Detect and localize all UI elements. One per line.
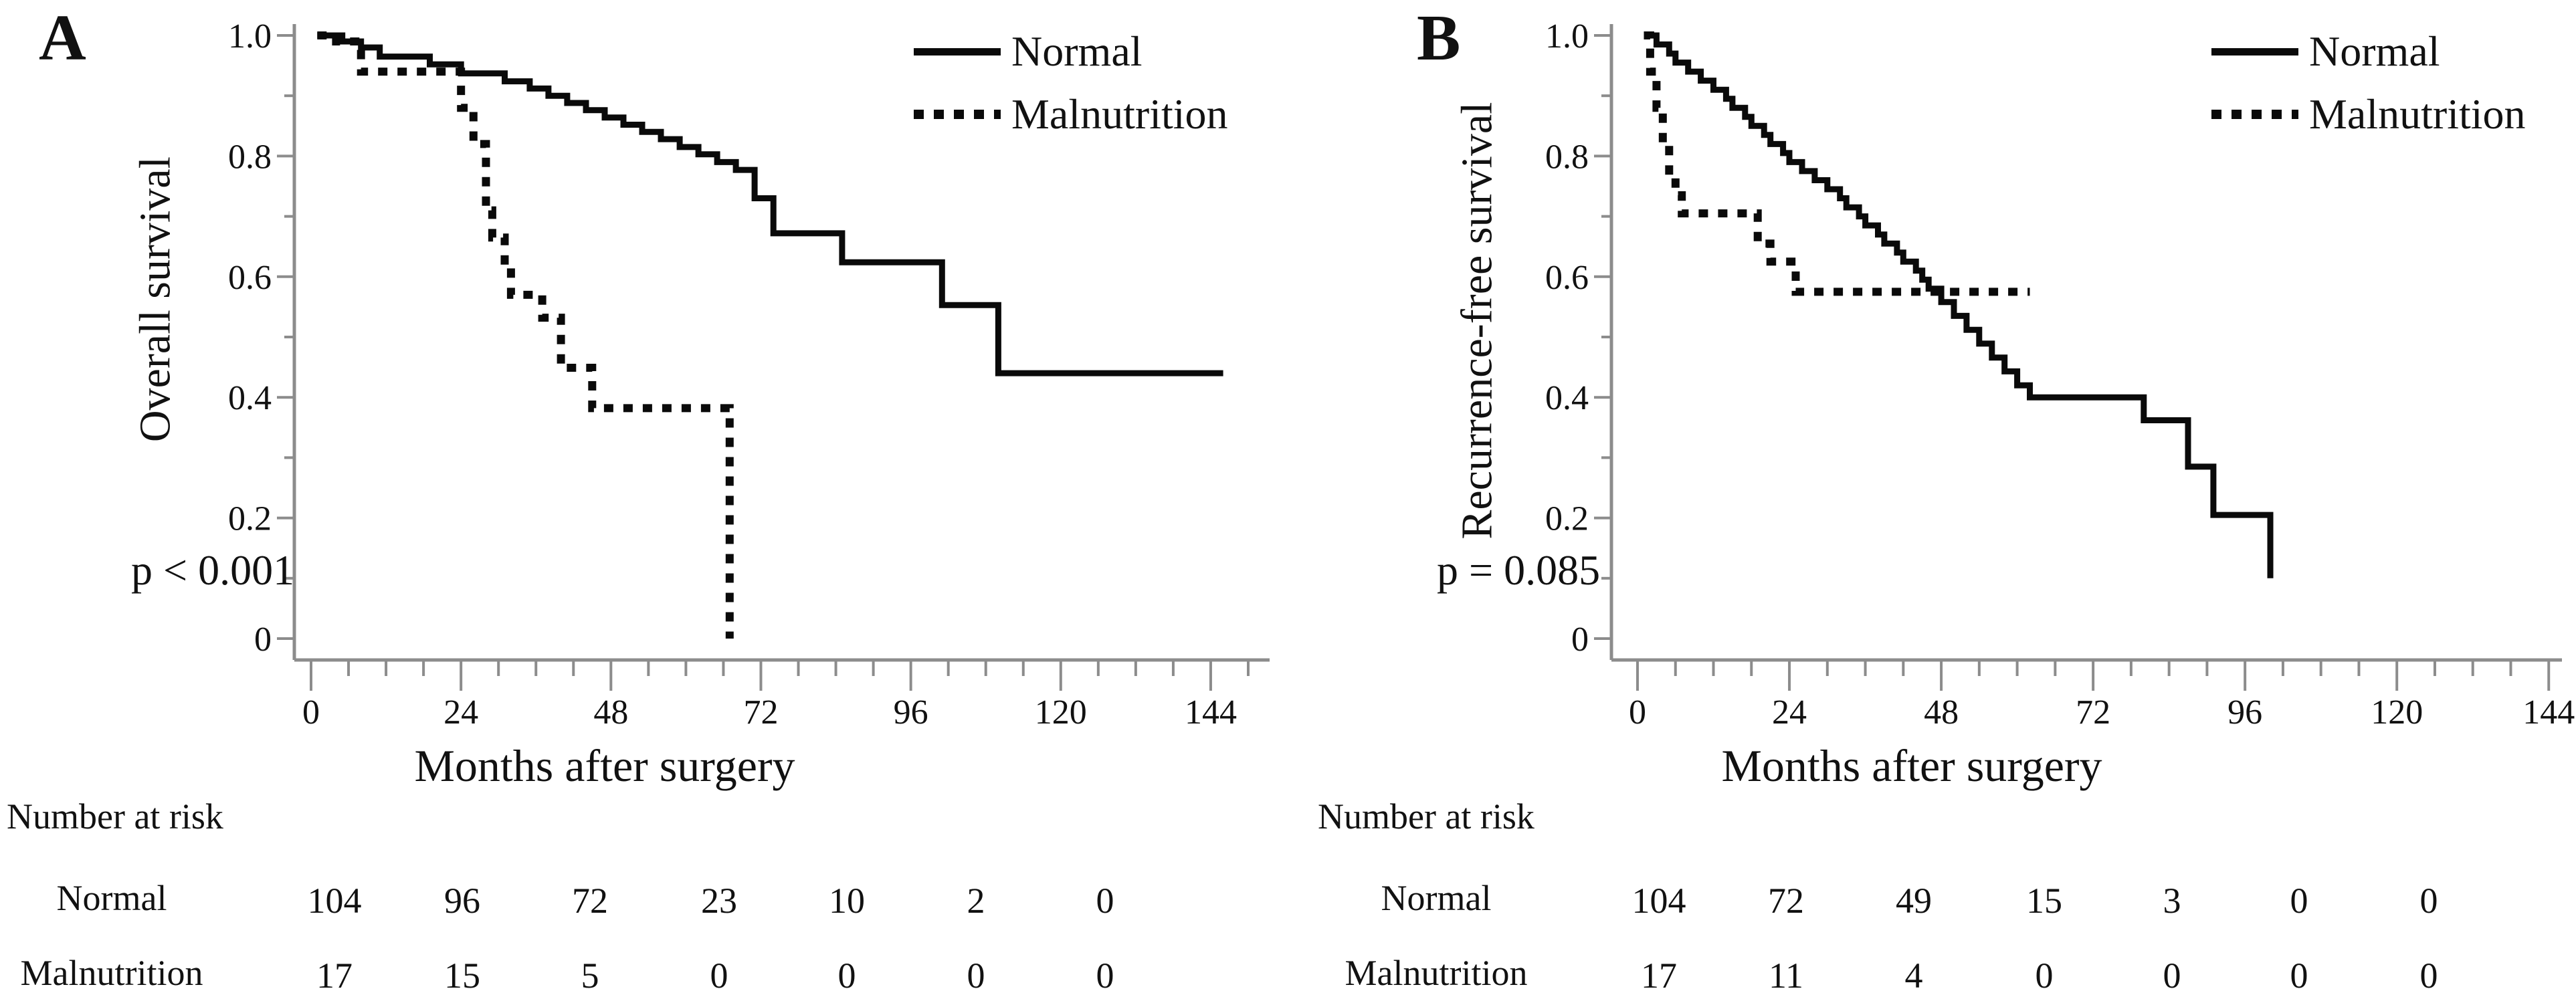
x-tick-label: 72 bbox=[2076, 693, 2110, 732]
legend-label-malnutrition-a: Malnutrition bbox=[1011, 90, 1228, 138]
risk-value: 0 bbox=[1096, 881, 1114, 921]
solid-line-swatch-icon bbox=[2211, 47, 2298, 55]
panel-a-plot: 0 24 48 72 96 120 144 1.0 0.8 0.6 0.4 0.2 0 bbox=[228, 17, 1270, 732]
dashed-line-swatch-icon bbox=[2211, 110, 2298, 119]
x-tick-label: 24 bbox=[1772, 693, 1807, 732]
risk-value: 17 bbox=[1641, 956, 1677, 996]
risk-value: 104 bbox=[1631, 881, 1686, 921]
curve-b-malnutrition bbox=[1644, 31, 2030, 296]
legend-b: Normal Malnutrition bbox=[2211, 20, 2526, 146]
risk-value: 72 bbox=[572, 881, 608, 921]
risk-value: 0 bbox=[1096, 956, 1114, 996]
legend-row-malnutrition-b: Malnutrition bbox=[2211, 83, 2526, 146]
legend-row-malnutrition-a: Malnutrition bbox=[914, 83, 1228, 146]
x-tick-label: 48 bbox=[1924, 693, 1959, 732]
x-tick-label: 96 bbox=[2227, 693, 2262, 732]
risk-value: 0 bbox=[710, 956, 728, 996]
risk-value: 3 bbox=[2163, 881, 2181, 921]
risk-value: 0 bbox=[2419, 956, 2438, 996]
legend-label-normal-a: Normal bbox=[1011, 27, 1143, 75]
x-tick-label: 72 bbox=[743, 693, 778, 732]
risk-value: 0 bbox=[2035, 956, 2054, 996]
risk-value: 104 bbox=[307, 881, 362, 921]
number-at-risk-title-a: Number at risk bbox=[7, 796, 223, 837]
y-tick-label: 0.6 bbox=[1545, 259, 1589, 297]
risk-value: 0 bbox=[2419, 881, 2438, 921]
y-tick-label: 0.4 bbox=[228, 379, 272, 417]
curve-a-malnutrition bbox=[317, 31, 734, 639]
x-tick-label: 120 bbox=[2371, 693, 2423, 732]
risk-value: 72 bbox=[1768, 881, 1804, 921]
x-tick-label: 48 bbox=[593, 693, 628, 732]
curve-a-normal bbox=[317, 32, 1223, 376]
x-axis-title-b: Months after surgery bbox=[1721, 740, 2102, 791]
x-tick-label: 0 bbox=[302, 693, 320, 732]
panel-b-letter: B bbox=[1417, 2, 1461, 74]
curve-b-normal bbox=[1644, 32, 2274, 578]
risk-value: 0 bbox=[2290, 881, 2308, 921]
risk-value: 15 bbox=[2026, 881, 2062, 921]
panel-b-plot: 0 24 48 72 96 120 144 1.0 0.8 0.6 0.4 0.2 0 bbox=[1545, 17, 2575, 732]
risk-row-label-malnutrition-b: Malnutrition bbox=[1345, 953, 1528, 993]
risk-value: 0 bbox=[837, 956, 856, 996]
risk-value: 23 bbox=[701, 881, 737, 921]
y-axis-title-b: Recurrence-free survival bbox=[1452, 102, 1502, 540]
y-tick-label: 0.8 bbox=[228, 138, 272, 176]
risk-row-label-normal-b: Normal bbox=[1381, 878, 1492, 918]
risk-value: 17 bbox=[316, 956, 353, 996]
y-tick-label: 0.6 bbox=[228, 259, 272, 297]
x-tick-label: 24 bbox=[443, 693, 478, 732]
legend-a: Normal Malnutrition bbox=[914, 20, 1228, 146]
y-tick-label: 0 bbox=[254, 621, 272, 659]
risk-value: 11 bbox=[1769, 956, 1803, 996]
panel-a-letter: A bbox=[39, 2, 86, 74]
y-tick-label: 0.2 bbox=[1545, 500, 1589, 538]
risk-value: 2 bbox=[967, 881, 985, 921]
legend-label-normal-b: Normal bbox=[2309, 27, 2440, 75]
risk-value: 49 bbox=[1896, 881, 1932, 921]
risk-value: 96 bbox=[444, 881, 480, 921]
risk-row-label-malnutrition-a: Malnutrition bbox=[20, 953, 203, 993]
x-axis-title-a: Months after surgery bbox=[414, 740, 795, 791]
x-tick-label: 0 bbox=[1629, 693, 1646, 732]
legend-label-malnutrition-b: Malnutrition bbox=[2309, 90, 2526, 138]
y-tick-label: 1.0 bbox=[1545, 17, 1589, 55]
p-value-b: p = 0.085 bbox=[1437, 546, 1601, 594]
number-at-risk-title-b: Number at risk bbox=[1318, 796, 1534, 837]
solid-line-swatch-icon bbox=[914, 47, 1001, 55]
p-value-a: p < 0.001 bbox=[131, 546, 295, 594]
legend-row-normal-b: Normal bbox=[2211, 20, 2526, 83]
x-tick-label: 144 bbox=[2522, 693, 2575, 732]
risk-value: 5 bbox=[581, 956, 599, 996]
y-tick-label: 1.0 bbox=[228, 17, 272, 55]
risk-value: 15 bbox=[444, 956, 480, 996]
risk-value: 0 bbox=[967, 956, 985, 996]
legend-row-normal-a: Normal bbox=[914, 20, 1228, 83]
risk-value: 4 bbox=[1904, 956, 1923, 996]
y-tick-label: 0 bbox=[1571, 621, 1589, 659]
x-tick-label: 144 bbox=[1185, 693, 1237, 732]
x-tick-label: 96 bbox=[894, 693, 928, 732]
risk-value: 0 bbox=[2290, 956, 2308, 996]
y-tick-label: 0.2 bbox=[228, 500, 272, 538]
risk-row-label-normal-a: Normal bbox=[56, 878, 167, 918]
y-tick-label: 0.8 bbox=[1545, 138, 1589, 176]
risk-value: 10 bbox=[829, 881, 865, 921]
risk-value: 0 bbox=[2163, 956, 2181, 996]
x-tick-label: 120 bbox=[1035, 693, 1087, 732]
dashed-line-swatch-icon bbox=[914, 110, 1001, 119]
y-tick-label: 0.4 bbox=[1545, 379, 1589, 417]
y-axis-title-a: Overall survival bbox=[130, 156, 180, 443]
